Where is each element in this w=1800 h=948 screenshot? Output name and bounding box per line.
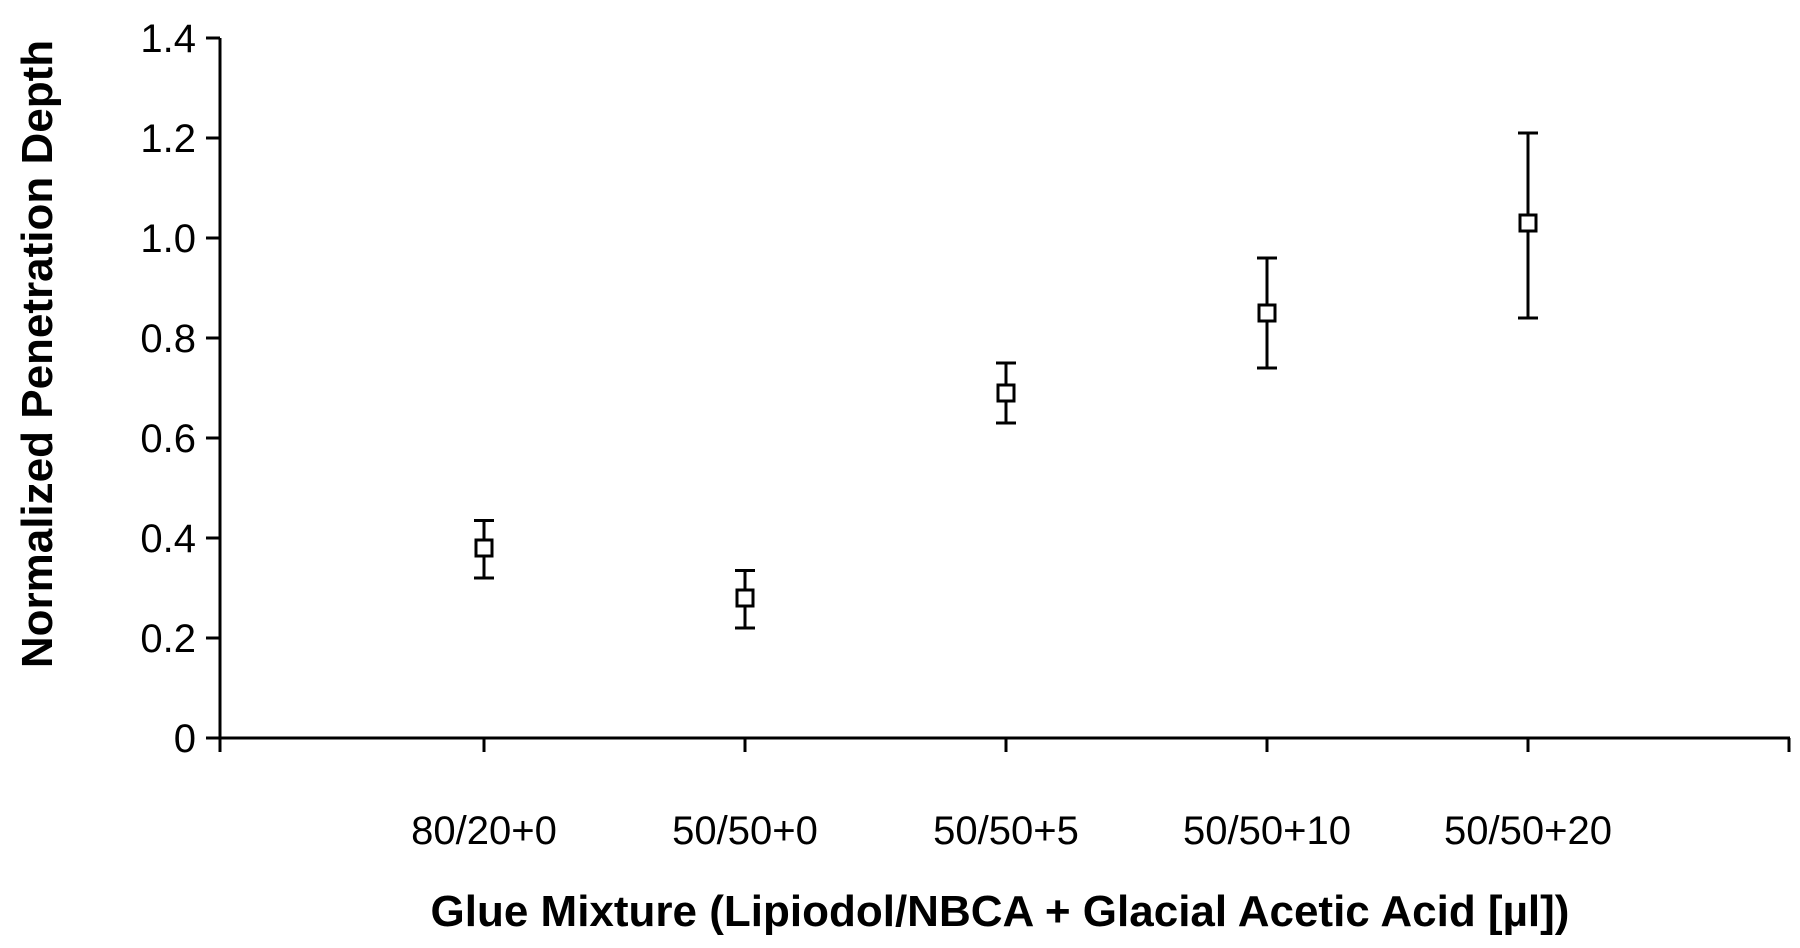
y-axis-title: Normalized Penetration Depth bbox=[13, 40, 62, 668]
y-tick-label: 0.4 bbox=[140, 517, 196, 561]
x-tick-label: 80/20+0 bbox=[411, 809, 557, 853]
data-point-group bbox=[474, 519, 494, 580]
data-point-group bbox=[735, 569, 755, 630]
data-point-group bbox=[996, 361, 1016, 425]
y-tick-label: 0.6 bbox=[140, 417, 196, 461]
y-tick-label: 0 bbox=[174, 717, 196, 761]
x-axis-title: Glue Mixture (Lipiodol/NBCA + Glacial Ac… bbox=[431, 887, 1570, 936]
x-tick-label: 50/50+5 bbox=[933, 809, 1079, 853]
data-point-marker bbox=[735, 588, 755, 608]
data-point-marker bbox=[996, 383, 1016, 403]
data-point-group bbox=[1518, 131, 1538, 320]
x-tick-label: 50/50+20 bbox=[1444, 809, 1612, 853]
y-tick-label: 1.0 bbox=[140, 217, 196, 261]
y-tick-label: 1.2 bbox=[140, 117, 196, 161]
y-tick-label: 0.8 bbox=[140, 317, 196, 361]
data-point-marker bbox=[474, 538, 494, 558]
data-point-marker bbox=[1518, 213, 1538, 233]
data-series bbox=[474, 131, 1538, 630]
y-tick-label: 1.4 bbox=[140, 17, 196, 61]
y-tick-label: 0.2 bbox=[140, 617, 196, 661]
x-tick-label: 50/50+0 bbox=[672, 809, 818, 853]
data-point-group bbox=[1257, 256, 1277, 370]
x-tick-label: 50/50+10 bbox=[1183, 809, 1351, 853]
data-point-marker bbox=[1257, 303, 1277, 323]
x-axis: 80/20+0 50/50+0 50/50+5 50/50+10 50/50+20 bbox=[218, 736, 1791, 853]
y-axis: 0 0.2 0.4 0.6 0.8 1.0 1.2 1.4 bbox=[140, 17, 222, 761]
